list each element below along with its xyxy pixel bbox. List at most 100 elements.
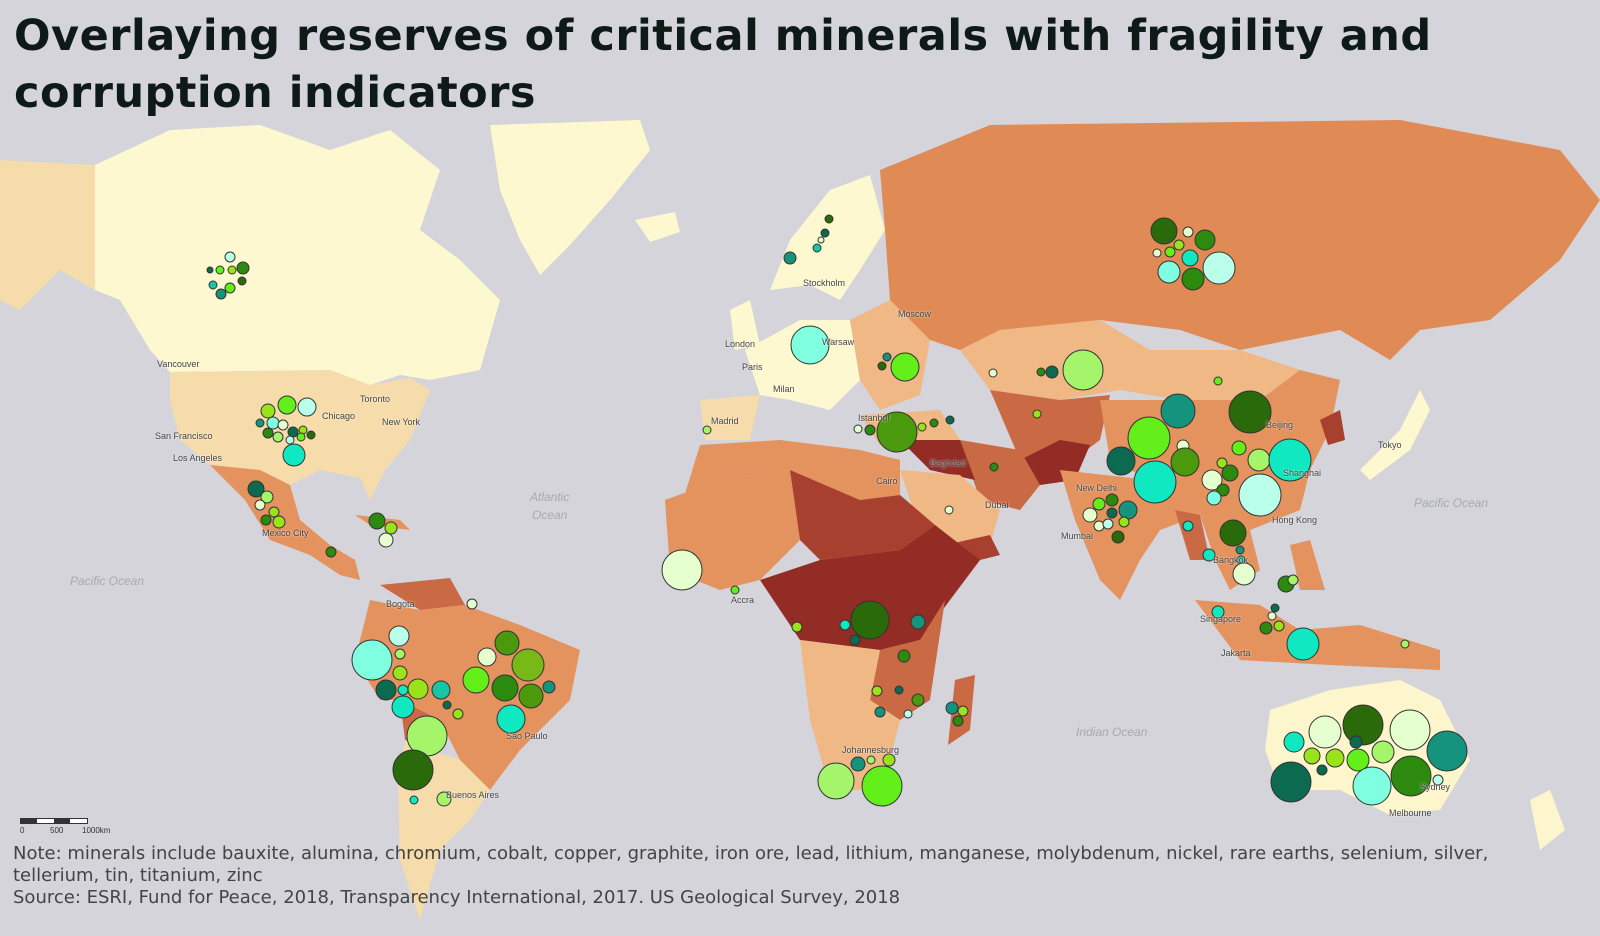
mineral-reserve-bubble[interactable]: [1036, 367, 1046, 377]
mineral-reserve-bubble[interactable]: [1259, 621, 1273, 635]
mineral-reserve-bubble[interactable]: [1211, 605, 1225, 619]
mineral-reserve-bubble[interactable]: [910, 614, 926, 630]
mineral-reserve-bubble[interactable]: [1231, 440, 1247, 456]
mineral-reserve-bubble[interactable]: [952, 715, 964, 727]
mineral-reserve-bubble[interactable]: [392, 749, 434, 791]
mineral-reserve-bubble[interactable]: [861, 765, 903, 807]
mineral-reserve-bubble[interactable]: [897, 649, 911, 663]
mineral-reserve-bubble[interactable]: [876, 411, 918, 453]
mineral-reserve-bubble[interactable]: [1111, 530, 1125, 544]
mineral-reserve-bubble[interactable]: [1390, 755, 1432, 797]
mineral-reserve-bubble[interactable]: [839, 619, 851, 631]
mineral-reserve-bubble[interactable]: [409, 795, 419, 805]
mineral-reserve-bubble[interactable]: [702, 425, 712, 435]
mineral-reserve-bubble[interactable]: [496, 704, 526, 734]
mineral-reserve-bubble[interactable]: [1238, 473, 1282, 517]
mineral-reserve-bubble[interactable]: [277, 419, 289, 431]
mineral-reserve-bubble[interactable]: [1286, 627, 1320, 661]
mineral-reserve-bubble[interactable]: [1273, 620, 1285, 632]
mineral-reserve-bubble[interactable]: [287, 426, 299, 438]
mineral-reserve-bubble[interactable]: [1105, 493, 1119, 507]
mineral-reserve-bubble[interactable]: [988, 368, 998, 378]
mineral-reserve-bubble[interactable]: [945, 701, 959, 715]
mineral-reserve-bubble[interactable]: [1308, 715, 1342, 749]
mineral-reserve-bubble[interactable]: [1216, 457, 1228, 469]
mineral-reserve-bubble[interactable]: [929, 418, 939, 428]
mineral-reserve-bubble[interactable]: [1181, 267, 1205, 291]
mineral-reserve-bubble[interactable]: [262, 427, 274, 439]
mineral-reserve-bubble[interactable]: [466, 598, 478, 610]
mineral-reserve-bubble[interactable]: [272, 431, 284, 443]
mineral-reserve-bubble[interactable]: [812, 243, 822, 253]
mineral-reserve-bubble[interactable]: [1182, 226, 1194, 238]
mineral-reserve-bubble[interactable]: [368, 512, 386, 530]
mineral-reserve-bubble[interactable]: [1157, 260, 1181, 284]
mineral-reserve-bubble[interactable]: [384, 521, 398, 535]
mineral-reserve-bubble[interactable]: [255, 418, 265, 428]
mineral-reserve-bubble[interactable]: [227, 265, 237, 275]
mineral-reserve-bubble[interactable]: [1032, 409, 1042, 419]
mineral-reserve-bubble[interactable]: [431, 680, 451, 700]
mineral-reserve-bubble[interactable]: [1160, 393, 1196, 429]
mineral-reserve-bubble[interactable]: [730, 585, 740, 595]
mineral-reserve-bubble[interactable]: [494, 630, 520, 656]
mineral-reserve-bubble[interactable]: [1106, 507, 1118, 519]
mineral-reserve-bubble[interactable]: [215, 288, 227, 300]
mineral-reserve-bubble[interactable]: [1325, 748, 1345, 768]
mineral-reserve-bubble[interactable]: [452, 708, 464, 720]
mineral-reserve-bubble[interactable]: [237, 276, 247, 286]
mineral-reserve-bubble[interactable]: [268, 506, 280, 518]
mineral-reserve-bubble[interactable]: [247, 480, 265, 498]
mineral-reserve-bubble[interactable]: [1170, 447, 1200, 477]
mineral-reserve-bubble[interactable]: [824, 214, 834, 224]
mineral-reserve-bubble[interactable]: [260, 514, 272, 526]
mineral-reserve-bubble[interactable]: [477, 647, 497, 667]
mineral-reserve-bubble[interactable]: [1202, 548, 1216, 562]
mineral-reserve-bubble[interactable]: [1235, 545, 1245, 555]
mineral-reserve-bubble[interactable]: [911, 693, 925, 707]
mineral-reserve-bubble[interactable]: [817, 762, 855, 800]
mineral-reserve-bubble[interactable]: [391, 695, 415, 719]
mineral-reserve-bubble[interactable]: [1389, 709, 1431, 751]
mineral-reserve-bubble[interactable]: [378, 532, 394, 548]
mineral-reserve-bubble[interactable]: [388, 625, 410, 647]
mineral-reserve-bubble[interactable]: [1349, 735, 1363, 749]
mineral-reserve-bubble[interactable]: [542, 680, 556, 694]
mineral-reserve-bubble[interactable]: [1093, 520, 1105, 532]
mineral-reserve-bubble[interactable]: [1118, 500, 1138, 520]
mineral-reserve-bubble[interactable]: [491, 674, 519, 702]
mineral-reserve-bubble[interactable]: [1400, 639, 1410, 649]
mineral-reserve-bubble[interactable]: [1213, 376, 1223, 386]
mineral-reserve-bubble[interactable]: [266, 416, 280, 430]
mineral-reserve-bubble[interactable]: [871, 685, 883, 697]
mineral-reserve-bubble[interactable]: [1219, 519, 1247, 547]
mineral-reserve-bubble[interactable]: [375, 679, 397, 701]
mineral-reserve-bubble[interactable]: [1352, 766, 1392, 806]
mineral-reserve-bubble[interactable]: [511, 648, 545, 682]
mineral-reserve-bubble[interactable]: [1127, 416, 1171, 460]
mineral-reserve-bubble[interactable]: [1270, 761, 1312, 803]
mineral-reserve-bubble[interactable]: [224, 282, 236, 294]
mineral-reserve-bubble[interactable]: [882, 753, 896, 767]
mineral-reserve-bubble[interactable]: [206, 266, 214, 274]
mineral-reserve-bubble[interactable]: [849, 634, 861, 646]
mineral-reserve-bubble[interactable]: [1181, 249, 1199, 267]
mineral-reserve-bubble[interactable]: [394, 648, 406, 660]
mineral-reserve-bubble[interactable]: [272, 515, 286, 529]
mineral-reserve-bubble[interactable]: [236, 261, 250, 275]
mineral-reserve-bubble[interactable]: [817, 236, 825, 244]
mineral-reserve-bubble[interactable]: [890, 352, 920, 382]
mineral-reserve-bubble[interactable]: [1342, 704, 1384, 746]
mineral-reserve-bubble[interactable]: [1232, 562, 1256, 586]
mineral-reserve-bubble[interactable]: [407, 678, 429, 700]
mineral-reserve-bubble[interactable]: [1371, 740, 1395, 764]
mineral-reserve-bubble[interactable]: [917, 422, 927, 432]
mineral-reserve-bubble[interactable]: [791, 621, 803, 633]
mineral-reserve-bubble[interactable]: [215, 265, 225, 275]
mineral-reserve-bubble[interactable]: [866, 755, 876, 765]
mineral-reserve-bubble[interactable]: [1164, 246, 1176, 258]
mineral-reserve-bubble[interactable]: [661, 549, 703, 591]
mineral-reserve-bubble[interactable]: [282, 443, 306, 467]
mineral-reserve-bubble[interactable]: [1426, 730, 1468, 772]
mineral-reserve-bubble[interactable]: [989, 462, 999, 472]
